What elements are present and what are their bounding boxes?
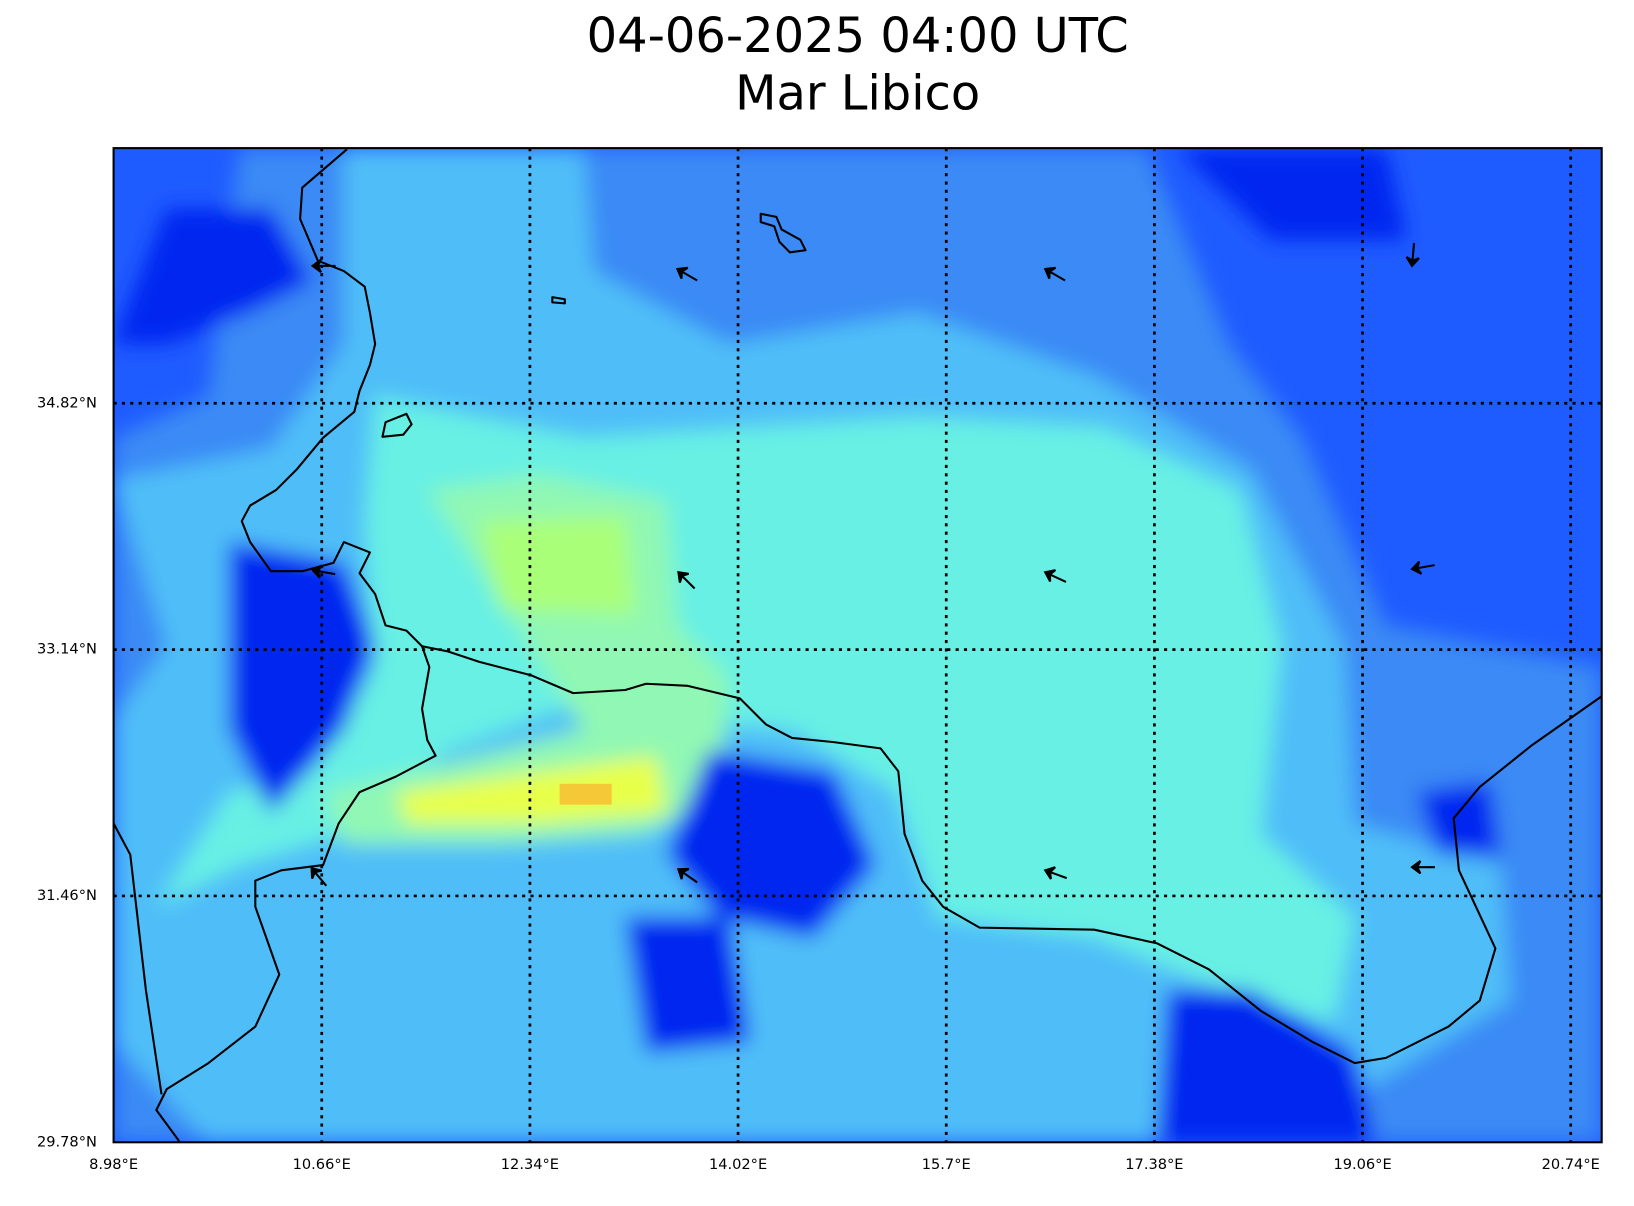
lon-tick-label: 10.66°E bbox=[293, 1156, 351, 1173]
lon-tick-label: 17.38°E bbox=[1125, 1156, 1183, 1173]
wind-arrow bbox=[1043, 866, 1068, 880]
wind-arrow bbox=[676, 867, 698, 884]
border bbox=[113, 822, 163, 1095]
layer-yellow bbox=[395, 755, 667, 824]
lon-tick-label: 8.98°E bbox=[89, 1156, 138, 1173]
wind-arrow bbox=[1410, 560, 1435, 575]
coastline bbox=[421, 645, 1602, 1065]
layer-dark bbox=[1417, 781, 1501, 855]
field bbox=[113, 148, 1602, 1143]
island bbox=[381, 212, 807, 438]
wind-arrow bbox=[310, 866, 328, 887]
lat-tick-label: 29.78°N bbox=[37, 1133, 97, 1150]
graticule bbox=[113, 148, 1602, 1143]
wind-arrow bbox=[1410, 860, 1435, 875]
field-layers bbox=[113, 148, 1602, 1143]
wind-arrow bbox=[1043, 569, 1067, 583]
layer-orange bbox=[559, 783, 612, 805]
wind-arrow bbox=[675, 266, 698, 282]
lon-tick-label: 15.7°E bbox=[922, 1156, 971, 1173]
lon-tick-label: 14.02°E bbox=[709, 1156, 767, 1173]
layer-lime bbox=[479, 515, 636, 615]
layer-dark bbox=[229, 542, 376, 813]
map-title: 04-06-2025 04:00 UTC bbox=[587, 9, 1129, 64]
layer-dark bbox=[625, 917, 751, 1053]
lon-tick-label: 12.34°E bbox=[501, 1156, 559, 1173]
wind-arrows bbox=[310, 242, 1435, 887]
coastline bbox=[155, 148, 437, 1142]
lon-tick-label: 19.06°E bbox=[1333, 1156, 1391, 1173]
wind-arrow bbox=[677, 571, 696, 590]
layer-cyan bbox=[156, 396, 1355, 1022]
layer-dark bbox=[1177, 148, 1407, 240]
layer-dark bbox=[666, 750, 876, 939]
layer-dark bbox=[1156, 990, 1376, 1143]
wind-arrow bbox=[1043, 266, 1066, 282]
lon-tick-label: 20.74°E bbox=[1542, 1156, 1600, 1173]
lat-tick-label: 31.46°N bbox=[37, 887, 97, 904]
plot-frame bbox=[112, 147, 1603, 1144]
lat-tick-label: 34.82°N bbox=[37, 394, 97, 411]
lat-tick-label: 33.14°N bbox=[37, 641, 97, 658]
layer-dark bbox=[113, 208, 313, 345]
wind-arrow bbox=[1405, 242, 1420, 268]
wind-arrow bbox=[310, 258, 336, 273]
map-subtitle: Mar Libico bbox=[735, 67, 980, 122]
wind-arrow bbox=[310, 564, 336, 579]
